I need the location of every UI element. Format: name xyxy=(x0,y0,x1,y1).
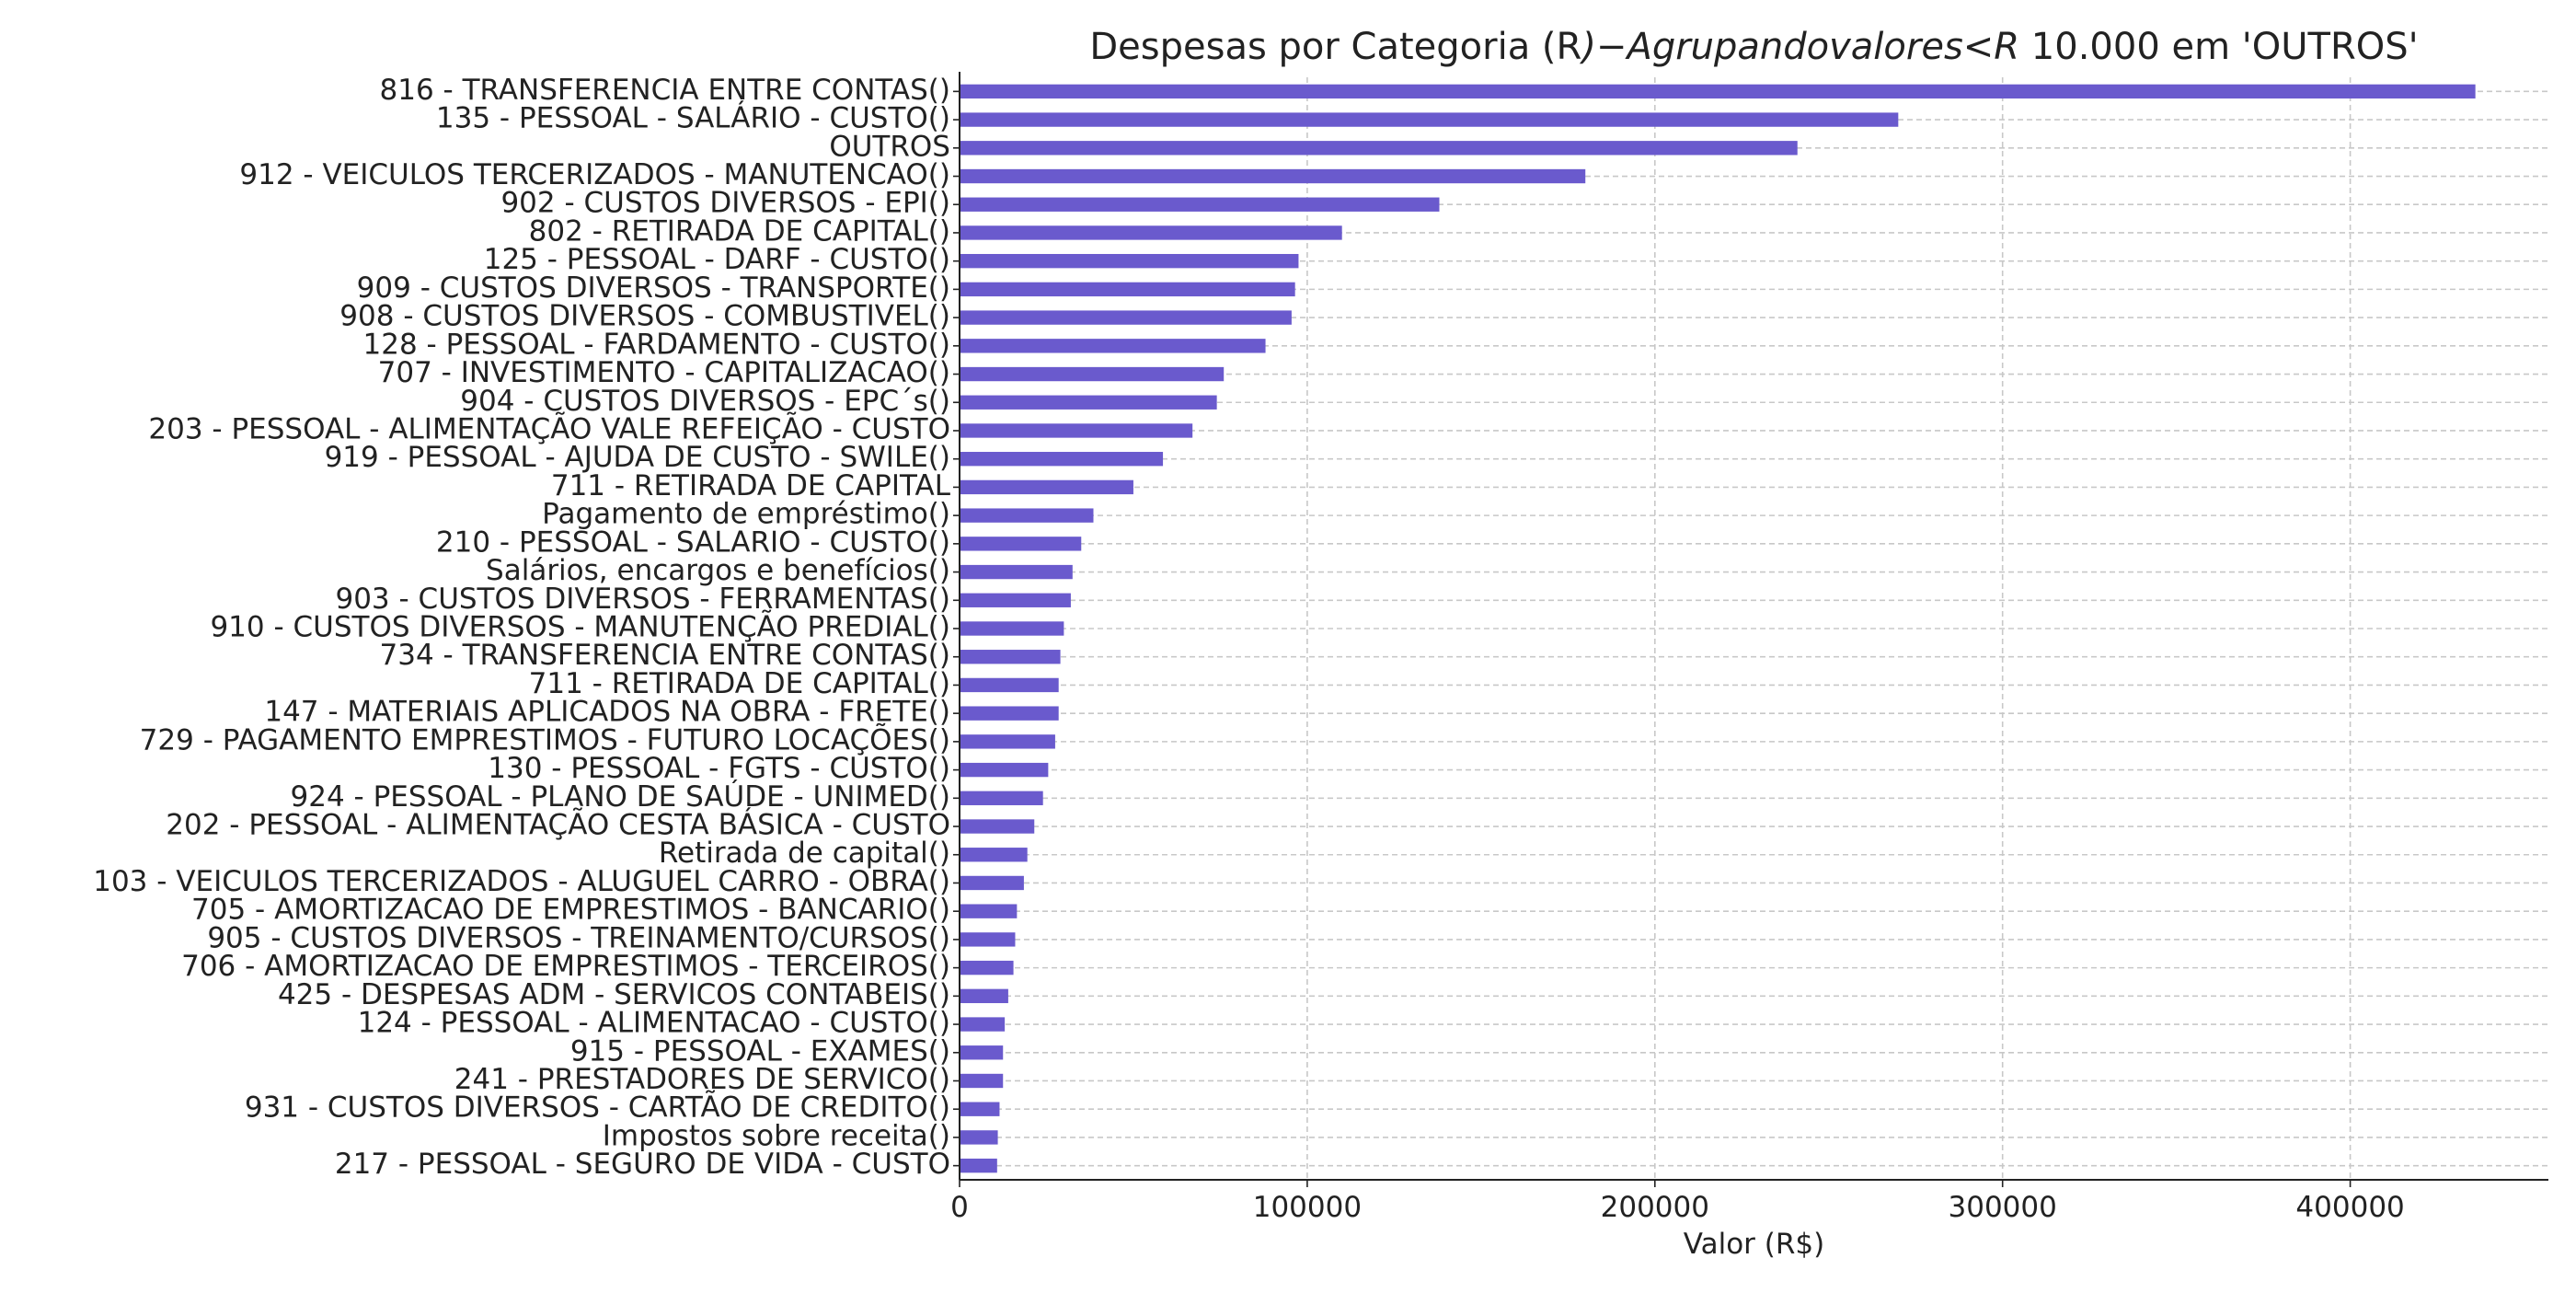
y-tick-label: 802 - RETIRADA DE CAPITAL() xyxy=(529,214,950,248)
y-tick-label: 905 - CUSTOS DIVERSOS - TREINAMENTO/CURS… xyxy=(207,921,950,954)
y-tick-label: 425 - DESPESAS ADM - SERVICOS CONTABEIS(… xyxy=(278,978,950,1011)
bar xyxy=(960,875,1024,891)
y-tick-label: 908 - CUSTOS DIVERSOS - COMBUSTIVEL() xyxy=(339,300,950,333)
y-tick-label: 904 - CUSTOS DIVERSOS - EPC´s() xyxy=(460,385,950,418)
bar xyxy=(960,395,1217,410)
bar xyxy=(960,791,1043,805)
y-tick-label: 915 - PESSOAL - EXAMES() xyxy=(570,1034,950,1068)
bar xyxy=(960,1017,1006,1032)
x-tick-label: 200000 xyxy=(1601,1191,1709,1224)
y-tick-label: 729 - PAGAMENTO EMPRESTIMOS - FUTURO LOC… xyxy=(140,722,950,756)
bar xyxy=(960,84,2476,99)
bar xyxy=(960,848,1028,862)
bar xyxy=(960,310,1292,325)
title-math-segment: )−Agrupandovalores<R xyxy=(1579,26,2019,68)
x-axis-label: Valor (R$) xyxy=(1684,1228,1824,1261)
bar xyxy=(960,339,1266,353)
bar xyxy=(960,564,1073,580)
chart-title: Despesas por Categoria (R)−Agrupandovalo… xyxy=(1089,26,2418,68)
y-tick-label: 125 - PESSOAL - DARF - CUSTO() xyxy=(484,243,950,276)
x-tick-label: 100000 xyxy=(1253,1191,1362,1224)
y-tick-label: 919 - PESSOAL - AJUDA DE CUSTO - SWILE() xyxy=(325,441,950,474)
bar xyxy=(960,225,1342,240)
y-tick-label: 734 - TRANSFERENCIA ENTRE CONTAS() xyxy=(380,639,950,672)
bar xyxy=(960,479,1133,495)
bar xyxy=(960,168,1586,184)
title-segment: Despesas por Categoria (R xyxy=(1089,26,1581,68)
bar xyxy=(960,988,1008,1004)
bar xyxy=(960,366,1225,382)
y-tick-label: 711 - RETIRADA DE CAPITAL xyxy=(551,469,951,502)
y-tick-label: OUTROS xyxy=(829,130,950,163)
y-tick-label: 909 - CUSTOS DIVERSOS - TRANSPORTE() xyxy=(357,271,950,305)
y-tick-label: 706 - AMORTIZACAO DE EMPRESTIMOS - TERCE… xyxy=(181,950,950,983)
y-tick-label: 903 - CUSTOS DIVERSOS - FERRAMENTAS() xyxy=(335,583,950,616)
y-tick-label: 912 - VEICULOS TERCERIZADOS - MANUTENCAO… xyxy=(239,158,950,191)
y-tick-label: 147 - MATERIAIS APLICADOS NA OBRA - FRET… xyxy=(264,696,950,729)
y-tick-label: 910 - CUSTOS DIVERSOS - MANUTENÇÃO PREDI… xyxy=(210,611,950,644)
bar xyxy=(960,253,1299,269)
bar xyxy=(960,141,1798,156)
y-tick-label: 707 - INVESTIMENTO - CAPITALIZACAO() xyxy=(378,356,950,389)
y-tick-label: 902 - CUSTOS DIVERSOS - EPI() xyxy=(500,187,950,220)
y-tick-label: 124 - PESSOAL - ALIMENTACAO - CUSTO() xyxy=(358,1007,950,1040)
y-tick-label: 203 - PESSOAL - ALIMENTAÇÃO VALE REFEIÇÃ… xyxy=(148,412,950,445)
bar xyxy=(960,734,1055,749)
bars xyxy=(960,84,2476,1173)
bar xyxy=(960,1102,1000,1116)
bar xyxy=(960,282,1295,297)
bar xyxy=(960,1158,997,1173)
bar xyxy=(960,621,1064,636)
y-tick-label: 924 - PESSOAL - PLANO DE SAÚDE - UNIMED(… xyxy=(291,779,950,814)
bar xyxy=(960,762,1049,778)
bar xyxy=(960,650,1061,664)
y-tick-label: 241 - PRESTADORES DE SERVICO() xyxy=(454,1063,950,1096)
axes: 816 - TRANSFERENCIA ENTRE CONTAS()135 - … xyxy=(93,72,2548,1224)
y-tick-label: 202 - PESSOAL - ALIMENTAÇÃO CESTA BÁSICA… xyxy=(166,809,950,842)
y-tick-label: 931 - CUSTOS DIVERSOS - CARTÃO DE CREDIT… xyxy=(245,1091,950,1125)
bar xyxy=(960,423,1193,438)
bar xyxy=(960,452,1164,467)
bar xyxy=(960,904,1018,918)
bar xyxy=(960,593,1071,607)
y-tick-label: Retirada de capital() xyxy=(659,837,950,870)
bar xyxy=(960,1073,1004,1089)
title-segment: 10.000 em 'OUTROS' xyxy=(2019,26,2419,68)
y-tick-label: 128 - PESSOAL - FARDAMENTO - CUSTO() xyxy=(363,328,950,361)
y-tick-label: Impostos sobre receita() xyxy=(603,1119,950,1152)
y-tick-label: 705 - AMORTIZACAO DE EMPRESTIMOS - BANCA… xyxy=(191,894,950,927)
y-tick-label: 135 - PESSOAL - SALÁRIO - CUSTO() xyxy=(436,102,950,135)
bar xyxy=(960,819,1035,834)
bar xyxy=(960,197,1440,212)
x-tick-label: 0 xyxy=(950,1191,969,1224)
bar xyxy=(960,706,1059,721)
bar xyxy=(960,112,1899,127)
grid xyxy=(959,77,2548,1180)
bar xyxy=(960,932,1016,947)
x-tick-label: 400000 xyxy=(2295,1191,2404,1224)
y-tick-label: 210 - PESSOAL - SALARIO - CUSTO() xyxy=(436,525,950,559)
bar xyxy=(960,537,1082,551)
y-tick-label: 217 - PESSOAL - SEGURO DE VIDA - CUSTO xyxy=(335,1148,950,1181)
bar xyxy=(960,1045,1004,1060)
y-tick-label: Salários, encargos e benefícios() xyxy=(486,554,950,587)
y-tick-label: 711 - RETIRADA DE CAPITAL() xyxy=(529,667,950,700)
bar xyxy=(960,677,1059,693)
y-tick-label: Pagamento de empréstimo() xyxy=(542,498,950,531)
x-tick-label: 300000 xyxy=(1949,1191,2057,1224)
bar xyxy=(960,1130,998,1145)
y-tick-label: 130 - PESSOAL - FGTS - CUSTO() xyxy=(488,752,950,785)
y-tick-label: 816 - TRANSFERENCIA ENTRE CONTAS() xyxy=(380,74,950,107)
bar xyxy=(960,960,1014,976)
y-tick-label: 103 - VEICULOS TERCERIZADOS - ALUGUEL CA… xyxy=(93,865,950,898)
bar xyxy=(960,508,1094,523)
